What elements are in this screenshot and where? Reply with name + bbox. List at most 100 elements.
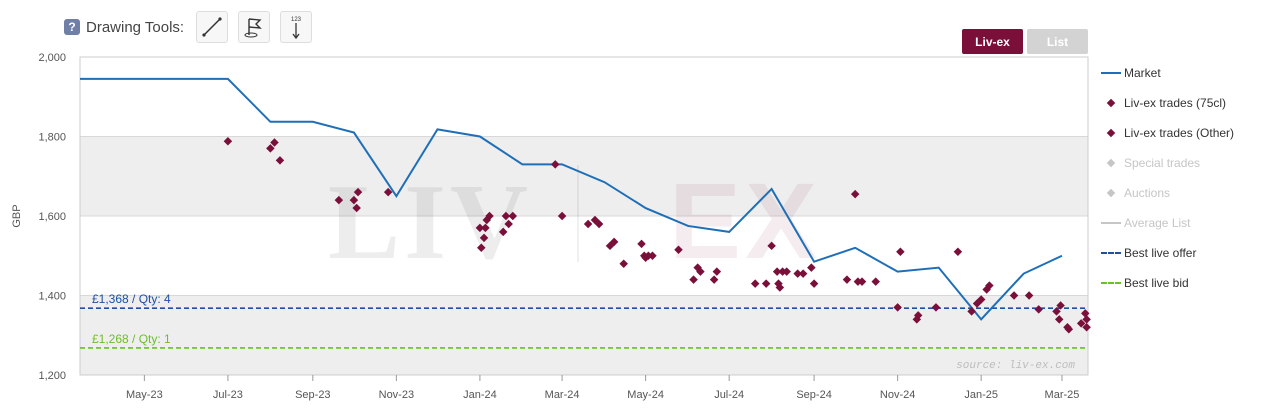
trade-point [481, 223, 490, 233]
trade-point [266, 144, 275, 153]
legend-label: Average List [1124, 216, 1191, 230]
y-tick-label: 2,000 [38, 52, 66, 64]
legend-diamond-icon [1100, 97, 1122, 109]
y-tick-label: 1,400 [38, 291, 66, 303]
legend-swatch [1101, 72, 1121, 74]
x-tick-label: Jul-24 [714, 389, 744, 401]
trade-point [761, 279, 771, 288]
x-tick-label: Mar-24 [545, 389, 580, 401]
legend-label: Special trades [1124, 156, 1201, 170]
trade-point [1054, 315, 1064, 324]
trade-point [334, 195, 344, 205]
legend-item-best-live-offer[interactable]: Best live offer [1100, 238, 1260, 268]
trade-point [619, 259, 628, 268]
legend-diamond-icon [1100, 127, 1122, 139]
x-tick-label: Jul-23 [213, 389, 243, 401]
trade-point [475, 223, 485, 233]
trade-point [485, 211, 494, 221]
measure-123-icon: 123 [291, 17, 302, 40]
trade-point [223, 137, 233, 146]
flag-tool-button[interactable] [238, 11, 271, 43]
legend-swatch [1106, 128, 1116, 138]
legend-item-auctions[interactable]: Auctions [1100, 178, 1260, 208]
trade-point [793, 269, 802, 278]
trade-point [931, 303, 941, 312]
trade-point [508, 211, 518, 221]
trade-point [1024, 291, 1034, 300]
legend-item-best-live-bid[interactable]: Best live bid [1100, 268, 1260, 298]
band-1600-1800 [80, 136, 1088, 216]
help-icon[interactable]: ? [64, 19, 80, 35]
legend-label: Best live offer [1124, 246, 1197, 260]
legend-label: Best live bid [1124, 276, 1189, 290]
trade-point [583, 219, 593, 229]
trade-point [842, 275, 852, 284]
trade-point [479, 233, 489, 243]
trade-point [689, 275, 698, 284]
trade-point [1009, 291, 1019, 300]
legend-item-liv-ex-trades-other[interactable]: Liv-ex trades (Other) [1100, 118, 1260, 148]
measure-tool-text: 123 [291, 17, 302, 23]
trade-point [1081, 309, 1090, 318]
trade-point [967, 307, 976, 316]
liv-ex-view-button[interactable]: Liv-ex [962, 29, 1023, 54]
trade-point [498, 227, 508, 237]
trade-point [1082, 323, 1091, 332]
trade-point [696, 267, 705, 276]
hline-label: £1,268 / Qty: 1 [92, 332, 171, 346]
legend-label: Market [1124, 66, 1161, 80]
trade-point [1082, 315, 1091, 324]
legend-swatch [1101, 252, 1121, 254]
trade-point [1034, 305, 1043, 314]
trade-point [501, 211, 511, 221]
legend-dash-icon [1100, 247, 1122, 259]
price-chart: 2,000 1,800 1,600 1,400 1,200 GBP LIV EX source:… [11, 52, 1091, 401]
trade-point [772, 267, 782, 276]
y-tick-label: 1,800 [38, 132, 66, 144]
trade-point [1052, 307, 1061, 316]
legend-label: Liv-ex trades (75cl) [1124, 96, 1227, 110]
x-tick-label: Nov-23 [379, 389, 414, 401]
x-tick-label: Mar-25 [1045, 389, 1080, 401]
line-tool-button[interactable] [196, 11, 229, 43]
legend-item-average-list[interactable]: Average List [1100, 208, 1260, 238]
legend-line-icon [1100, 217, 1122, 229]
watermark-liv: LIV [328, 163, 532, 282]
x-tick-label: May-24 [627, 389, 664, 401]
trade-point [782, 267, 791, 276]
legend-swatch [1106, 158, 1116, 168]
legend-item-special-trades[interactable]: Special trades [1100, 148, 1260, 178]
legend-dash-icon [1100, 277, 1122, 289]
hline-label: £1,368 / Qty: 4 [92, 292, 171, 306]
trade-point [976, 295, 986, 304]
legend-label: Liv-ex trades (Other) [1124, 126, 1235, 140]
x-tick-label: May-23 [126, 389, 163, 401]
trade-point [953, 247, 963, 257]
flag-icon [244, 18, 262, 38]
legend-item-liv-ex-trades-75cl[interactable]: Liv-ex trades (75cl) [1100, 88, 1260, 118]
trade-point [1076, 319, 1086, 328]
x-tick-label: Sep-23 [295, 389, 330, 401]
trade-point [709, 275, 719, 284]
trade-point [270, 138, 279, 147]
trade-point [275, 156, 285, 165]
trade-point [349, 195, 359, 205]
legend-line-icon [1100, 67, 1122, 79]
legend-swatch [1101, 282, 1121, 284]
trade-point [807, 263, 816, 272]
legend-swatch [1106, 98, 1116, 108]
legend-swatch [1106, 188, 1116, 198]
legend-label: Auctions [1124, 186, 1171, 200]
x-tick-label: Jan-25 [964, 389, 998, 401]
trade-point [798, 269, 808, 278]
trade-point [750, 279, 760, 288]
trade-point [857, 277, 867, 286]
x-tick-label: Jan-24 [463, 389, 497, 401]
watermark-ex: EX [669, 160, 821, 281]
measure-tool-button[interactable]: 123 [280, 11, 313, 43]
legend-item-market[interactable]: Market [1100, 58, 1260, 88]
trade-point [1056, 301, 1065, 310]
list-view-button[interactable]: List [1027, 29, 1088, 54]
legend-swatch [1101, 222, 1121, 224]
trade-point [1064, 325, 1074, 334]
